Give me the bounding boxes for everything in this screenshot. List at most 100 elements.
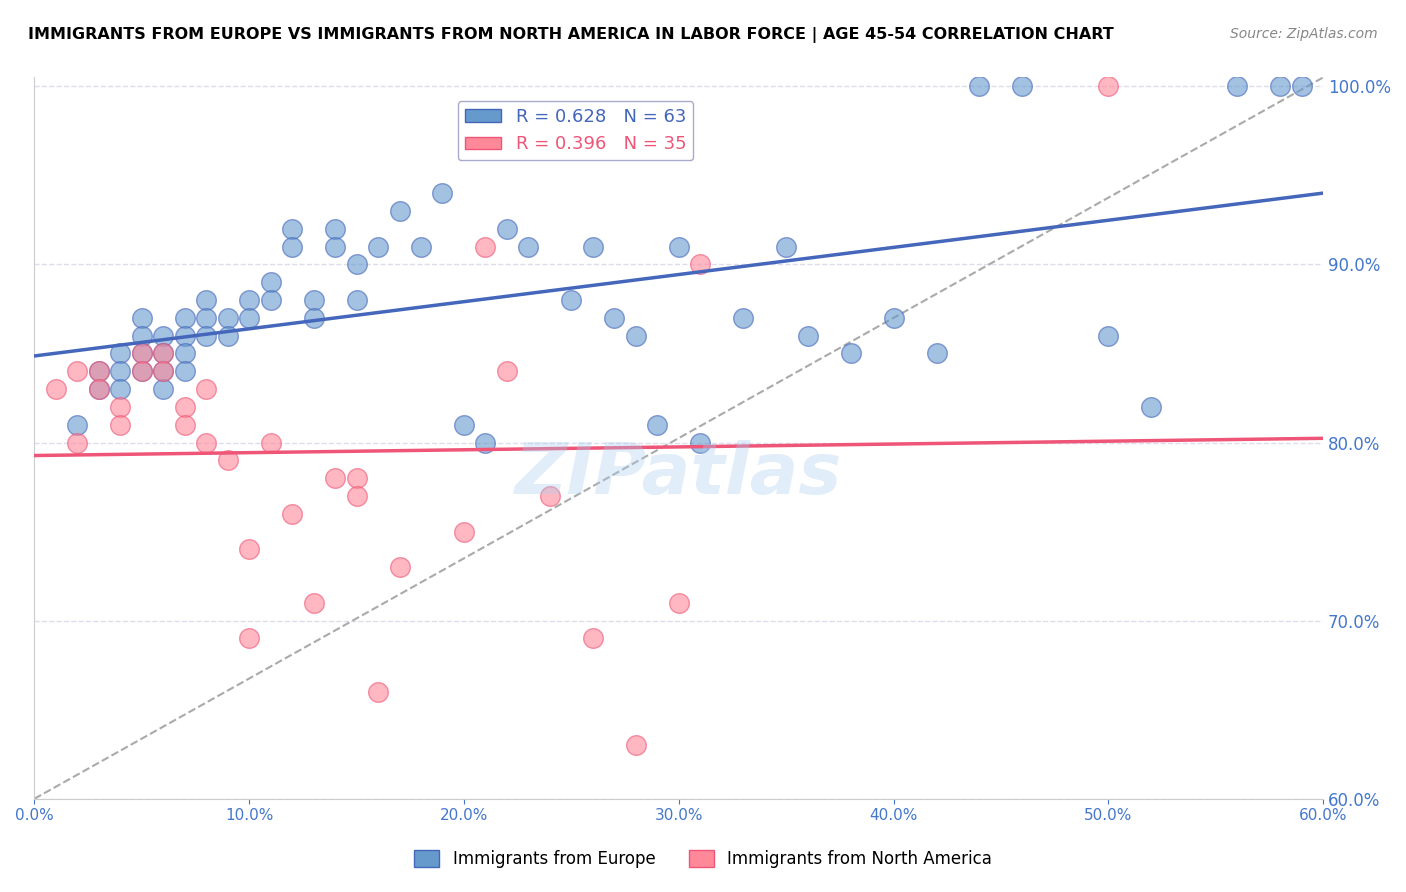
Point xyxy=(388,204,411,219)
Text: IMMIGRANTS FROM EUROPE VS IMMIGRANTS FROM NORTH AMERICA IN LABOR FORCE | AGE 45-: IMMIGRANTS FROM EUROPE VS IMMIGRANTS FRO… xyxy=(28,27,1114,43)
Point xyxy=(217,310,239,325)
Point xyxy=(110,382,132,396)
Point xyxy=(560,293,582,307)
Point xyxy=(409,239,432,253)
Point xyxy=(259,435,281,450)
Point xyxy=(217,328,239,343)
Point xyxy=(110,417,132,432)
Point xyxy=(110,400,132,414)
Point xyxy=(152,346,174,360)
Point xyxy=(66,364,89,378)
Text: ZIPatlas: ZIPatlas xyxy=(515,440,842,508)
Point xyxy=(1270,79,1292,94)
Point xyxy=(87,364,110,378)
Point xyxy=(45,382,67,396)
Point xyxy=(538,489,561,503)
Point xyxy=(195,382,218,396)
Point xyxy=(281,222,304,236)
Point xyxy=(1226,79,1249,94)
Point xyxy=(689,257,711,271)
Point xyxy=(323,471,346,485)
Point xyxy=(238,542,260,557)
Point xyxy=(367,239,389,253)
Point xyxy=(1097,79,1119,94)
Point xyxy=(346,471,368,485)
Point xyxy=(152,364,174,378)
Point xyxy=(217,453,239,467)
Point xyxy=(110,346,132,360)
Point xyxy=(496,222,519,236)
Point xyxy=(195,310,218,325)
Point xyxy=(173,346,195,360)
Point xyxy=(302,293,325,307)
Point xyxy=(624,328,647,343)
Point xyxy=(474,239,496,253)
Point xyxy=(1011,79,1033,94)
Point xyxy=(453,417,475,432)
Point xyxy=(775,239,797,253)
Point xyxy=(346,257,368,271)
Point xyxy=(259,293,281,307)
Point xyxy=(195,435,218,450)
Point xyxy=(131,328,153,343)
Point xyxy=(517,239,540,253)
Point xyxy=(323,239,346,253)
Point xyxy=(302,596,325,610)
Point xyxy=(883,310,905,325)
Point xyxy=(173,310,195,325)
Point xyxy=(195,293,218,307)
Point xyxy=(238,632,260,646)
Point xyxy=(87,382,110,396)
Point xyxy=(152,382,174,396)
Point xyxy=(173,364,195,378)
Point xyxy=(668,239,690,253)
Point xyxy=(624,739,647,753)
Point xyxy=(173,417,195,432)
Point xyxy=(453,524,475,539)
Point xyxy=(66,435,89,450)
Point xyxy=(131,310,153,325)
Point xyxy=(645,417,668,432)
Point xyxy=(689,435,711,450)
Point xyxy=(496,364,519,378)
Point xyxy=(582,239,605,253)
Point xyxy=(302,310,325,325)
Point xyxy=(131,346,153,360)
Point xyxy=(367,685,389,699)
Legend: R = 0.628   N = 63, R = 0.396   N = 35: R = 0.628 N = 63, R = 0.396 N = 35 xyxy=(458,101,693,161)
Point xyxy=(281,239,304,253)
Point xyxy=(152,346,174,360)
Point xyxy=(1140,400,1163,414)
Point xyxy=(323,222,346,236)
Point xyxy=(259,275,281,289)
Point xyxy=(969,79,991,94)
Point xyxy=(474,435,496,450)
Point xyxy=(582,632,605,646)
Point xyxy=(87,364,110,378)
Text: Source: ZipAtlas.com: Source: ZipAtlas.com xyxy=(1230,27,1378,41)
Point xyxy=(346,293,368,307)
Point xyxy=(1097,328,1119,343)
Legend: Immigrants from Europe, Immigrants from North America: Immigrants from Europe, Immigrants from … xyxy=(408,843,998,875)
Point xyxy=(388,560,411,574)
Point xyxy=(110,364,132,378)
Point xyxy=(1291,79,1313,94)
Point xyxy=(131,346,153,360)
Point xyxy=(925,346,948,360)
Point xyxy=(131,364,153,378)
Point xyxy=(281,507,304,521)
Point xyxy=(238,293,260,307)
Point xyxy=(173,400,195,414)
Point xyxy=(432,186,454,201)
Point xyxy=(152,328,174,343)
Point xyxy=(66,417,89,432)
Point xyxy=(796,328,818,343)
Point xyxy=(668,596,690,610)
Point xyxy=(173,328,195,343)
Point xyxy=(152,364,174,378)
Point xyxy=(131,364,153,378)
Point xyxy=(839,346,862,360)
Point xyxy=(238,310,260,325)
Point xyxy=(733,310,755,325)
Point xyxy=(346,489,368,503)
